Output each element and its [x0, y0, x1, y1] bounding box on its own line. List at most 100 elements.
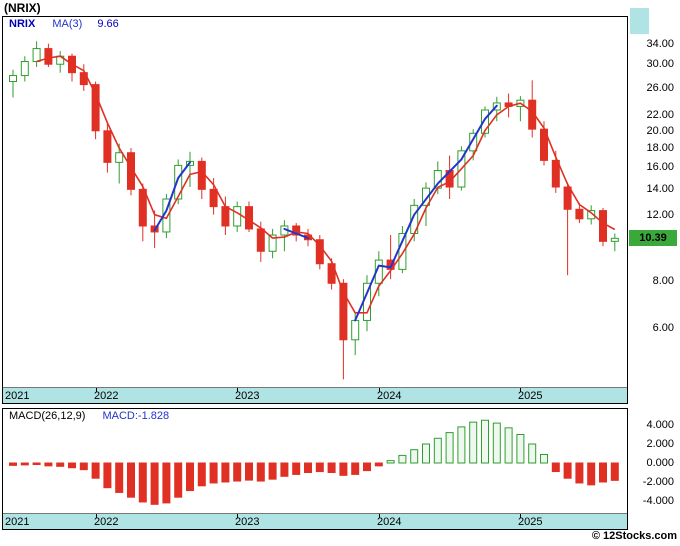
candle-body — [44, 48, 53, 65]
macd-bar — [433, 437, 442, 464]
year-tick — [379, 514, 380, 518]
macd-bar — [575, 462, 584, 484]
candle-body — [138, 188, 147, 227]
candle-body — [339, 282, 348, 341]
macd-bar — [115, 462, 124, 493]
macd-bar — [56, 462, 65, 467]
year-label: 2025 — [518, 516, 543, 528]
year-tick — [237, 388, 238, 392]
candle-body — [551, 159, 560, 188]
macd-bar — [422, 443, 430, 464]
candle-body — [268, 234, 277, 252]
macd-bar — [540, 453, 548, 464]
year-label: 2025 — [518, 390, 543, 402]
candle-body — [563, 186, 572, 210]
current-price-badge: 10.39 — [629, 230, 677, 246]
macd-bar — [492, 422, 501, 464]
trend-line — [354, 104, 498, 322]
candle-body — [127, 152, 135, 190]
macd-bar — [386, 460, 395, 464]
macd-axis-label: 4.000 — [646, 419, 674, 431]
trend-line — [283, 227, 309, 240]
candle-body — [528, 99, 537, 130]
price-axis-label: 18.00 — [646, 142, 674, 154]
macd-bar — [79, 462, 88, 471]
price-axis-label: 30.00 — [646, 58, 674, 70]
year-tick — [520, 388, 521, 392]
trend-line — [153, 161, 191, 232]
ma-label: MA(3) — [52, 18, 83, 30]
macd-bar — [91, 462, 100, 479]
ma-value: 9.66 — [97, 18, 119, 30]
macd-bar — [174, 462, 183, 498]
macd-bar — [587, 462, 596, 486]
year-label: 2024 — [377, 390, 402, 402]
macd-bar — [268, 462, 277, 480]
candle-body — [599, 210, 607, 242]
macd-bar — [103, 462, 112, 489]
macd-bar — [44, 462, 53, 467]
macd-panel: MACD(26,12,9) MACD:-1.828 2021 2022 2023 20… — [2, 408, 628, 530]
macd-bar — [516, 434, 525, 464]
price-axis-label: 16.00 — [646, 161, 674, 173]
candle-body — [610, 237, 619, 242]
macd-bar — [9, 462, 17, 466]
macd-bar — [20, 462, 29, 466]
macd-bar — [150, 462, 159, 505]
candle-body — [233, 206, 242, 227]
macd-axis-label: -2.000 — [642, 476, 674, 488]
macd-bar — [233, 462, 242, 482]
ticker-symbol: NRIX — [9, 18, 36, 30]
year-label: 2023 — [235, 390, 260, 402]
macd-label: MACD(26,12,9) — [9, 410, 86, 422]
macd-bar — [504, 427, 513, 464]
candles-layer — [9, 41, 619, 380]
ma-line — [36, 55, 616, 314]
macd-axis-label: -4.000 — [642, 495, 674, 507]
candle-body — [221, 206, 230, 227]
price-axis-label: 8.00 — [652, 275, 674, 287]
candle-body — [587, 210, 596, 220]
price-axis-label: 20.00 — [646, 125, 674, 137]
macd-bar — [292, 462, 301, 475]
candle-body — [32, 48, 41, 63]
candle-body — [20, 61, 29, 77]
year-tick — [96, 514, 97, 518]
macd-bar — [245, 462, 253, 481]
year-label: 2021 — [5, 516, 30, 528]
candle-body — [469, 132, 478, 152]
macd-axis-label: 2.000 — [646, 438, 674, 450]
candle-body — [351, 319, 360, 341]
macd-chart-svg — [9, 419, 619, 505]
year-label: 2022 — [94, 390, 119, 402]
macd-bar — [610, 462, 619, 481]
year-label: 2022 — [94, 516, 119, 528]
candle-body — [422, 187, 430, 206]
page-title: (NRIX) — [4, 1, 41, 15]
macd-bar — [186, 462, 194, 492]
macd-bar — [280, 462, 289, 477]
price-chart-svg — [9, 41, 619, 380]
macd-bar — [256, 462, 265, 482]
macd-bar — [339, 462, 348, 476]
macd-bar — [32, 462, 41, 465]
macd-bar — [481, 419, 489, 464]
candle-body — [174, 164, 183, 200]
candle-body — [327, 263, 336, 284]
price-axis-label: 26.00 — [646, 82, 674, 94]
price-panel: NRIX MA(3) 9.66 2021 2022 2023 2024 2025 — [2, 16, 628, 404]
macd-bar — [469, 421, 478, 464]
candle-body — [103, 130, 112, 163]
right-axis-column: 10.39 34.00 30.00 26.00 22.00 20.00 18.00 16.0… — [628, 0, 680, 546]
macd-bar — [457, 426, 466, 464]
macd-bar — [197, 462, 206, 487]
price-axis-label: 22.00 — [646, 109, 674, 121]
macd-bar — [327, 462, 336, 473]
macd-bar — [68, 462, 76, 469]
macd-bar — [445, 432, 454, 464]
year-tick — [379, 388, 380, 392]
candle-body — [91, 84, 100, 132]
macd-x-axis-band: 2021 2022 2023 2024 2025 — [3, 513, 627, 529]
macd-histogram — [9, 419, 619, 505]
